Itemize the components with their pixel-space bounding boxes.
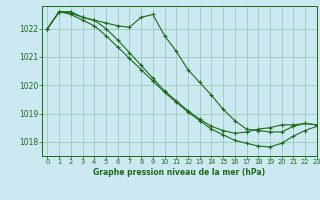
X-axis label: Graphe pression niveau de la mer (hPa): Graphe pression niveau de la mer (hPa) — [93, 168, 265, 177]
